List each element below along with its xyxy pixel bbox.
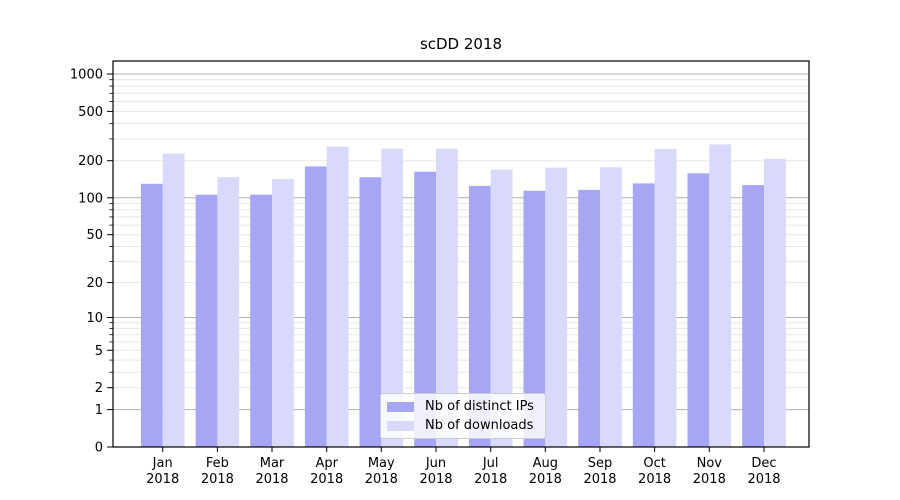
x-tick-label-month: Oct bbox=[643, 456, 665, 471]
bar-distinct-ips bbox=[195, 194, 218, 447]
x-tick-label-month: Jan bbox=[152, 456, 173, 471]
bar-downloads bbox=[272, 179, 294, 447]
bar-downloads bbox=[545, 167, 568, 447]
bar-downloads bbox=[436, 148, 458, 447]
x-tick-label-year: 2018 bbox=[583, 472, 616, 487]
x-tick-label-year: 2018 bbox=[365, 472, 398, 487]
legend-item-downloads: Nb of downloads bbox=[387, 417, 538, 434]
bar-distinct-ips bbox=[632, 183, 655, 447]
x-tick-label-month: Dec bbox=[751, 456, 776, 471]
y-tick-label: 5 bbox=[95, 344, 103, 359]
x-tick-label-month: Aug bbox=[533, 456, 558, 471]
bar-downloads bbox=[490, 169, 513, 447]
x-tick-label-month: Feb bbox=[206, 456, 229, 471]
y-tick-label: 100 bbox=[78, 191, 103, 206]
y-tick-label: 0 bbox=[95, 441, 103, 456]
legend-swatch-downloads bbox=[387, 420, 414, 431]
legend-item-distinct-ips: Nb of distinct IPs bbox=[387, 398, 538, 415]
y-tick-label: 200 bbox=[78, 154, 103, 169]
bar-distinct-ips bbox=[140, 183, 163, 448]
bar-distinct-ips bbox=[304, 166, 327, 447]
bar-distinct-ips bbox=[687, 173, 710, 448]
x-tick-label-month: Nov bbox=[697, 456, 723, 471]
x-tick-label-year: 2018 bbox=[255, 472, 288, 487]
bar-downloads bbox=[381, 148, 404, 447]
bar-distinct-ips bbox=[250, 194, 272, 447]
x-tick-label-year: 2018 bbox=[638, 472, 671, 487]
y-tick-label: 1000 bbox=[70, 68, 103, 83]
x-tick-label-year: 2018 bbox=[310, 472, 343, 487]
y-tick-label: 1 bbox=[95, 403, 103, 418]
y-tick-label: 500 bbox=[78, 105, 103, 120]
bar-distinct-ips bbox=[414, 171, 436, 447]
x-tick-label-month: Jun bbox=[425, 456, 446, 471]
bar-downloads bbox=[654, 148, 677, 447]
x-tick-label-year: 2018 bbox=[747, 472, 780, 487]
y-tick-label: 10 bbox=[86, 311, 103, 326]
legend-swatch-distinct-ips bbox=[387, 401, 414, 412]
y-tick-label: 20 bbox=[86, 276, 103, 291]
x-tick-label-month: May bbox=[368, 456, 395, 471]
bar-downloads bbox=[764, 158, 786, 448]
bar-distinct-ips bbox=[523, 190, 546, 448]
legend-label-downloads: Nb of downloads bbox=[425, 418, 534, 433]
bar-downloads bbox=[600, 167, 622, 448]
chart-title: scDD 2018 bbox=[419, 35, 503, 53]
x-tick-label-year: 2018 bbox=[474, 472, 507, 487]
x-tick-label-year: 2018 bbox=[693, 472, 726, 487]
y-tick-label: 2 bbox=[95, 381, 103, 396]
legend: Nb of distinct IPs Nb of downloads bbox=[380, 393, 546, 439]
x-tick-label-month: Apr bbox=[315, 456, 338, 471]
bar-downloads bbox=[326, 146, 349, 447]
bar-distinct-ips bbox=[468, 185, 491, 447]
x-tick-label-year: 2018 bbox=[529, 472, 562, 487]
bar-distinct-ips bbox=[359, 177, 382, 447]
bar-downloads bbox=[217, 177, 240, 447]
x-tick-label-month: Jul bbox=[482, 456, 499, 471]
legend-label-distinct-ips: Nb of distinct IPs bbox=[425, 399, 534, 414]
bar-downloads bbox=[709, 144, 732, 447]
axes-spines bbox=[112, 60, 810, 448]
x-tick-label-month: Mar bbox=[260, 456, 285, 471]
bar-distinct-ips bbox=[742, 185, 764, 447]
x-tick-label-year: 2018 bbox=[201, 472, 234, 487]
x-tick-label-year: 2018 bbox=[419, 472, 452, 487]
y-tick-label: 50 bbox=[86, 228, 103, 243]
x-tick-label-month: Sep bbox=[588, 456, 613, 471]
bar-downloads bbox=[162, 153, 185, 447]
x-tick-label-year: 2018 bbox=[146, 472, 179, 487]
bar-distinct-ips bbox=[578, 189, 600, 447]
